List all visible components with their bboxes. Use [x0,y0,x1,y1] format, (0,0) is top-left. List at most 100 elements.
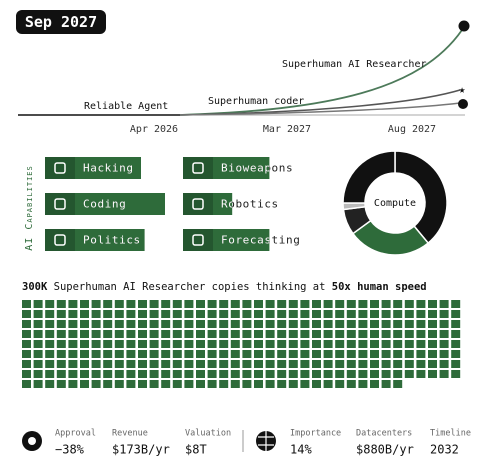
copy-square [219,320,229,328]
copy-square [91,330,101,338]
copy-square [80,340,89,348]
copy-square [56,370,66,378]
copy-square [404,350,414,358]
copy-square [370,350,379,358]
copy-square [68,340,78,348]
copy-square [300,370,310,378]
copy-square [346,320,356,328]
copy-square [358,340,368,348]
copy-square [33,380,43,388]
copy-square [323,350,333,358]
copy-square [161,330,171,338]
copy-square [416,350,426,358]
copy-square [138,380,147,388]
timeline: ★ Reliable Agent Superhuman coder Superh… [18,20,470,135]
copy-square [172,360,182,368]
copy-square [404,310,414,318]
copies-grid [22,300,461,388]
copy-square [219,310,229,318]
copy-square [45,360,55,368]
milestone-label: Reliable Agent [84,101,168,112]
copy-square [335,300,345,308]
copy-square [114,310,124,318]
capability-icon [54,162,66,174]
headline: 300K Superhuman AI Researcher copies thi… [22,281,427,293]
copy-square [33,330,43,338]
copy-square [393,360,403,368]
copy-square [196,300,205,308]
stat-value: −38% [55,443,85,456]
copy-square [277,360,287,368]
date-badge [16,10,106,34]
copy-square [33,360,43,368]
copy-square [45,340,55,348]
copy-square [416,330,426,338]
copy-square [323,360,333,368]
copy-square [254,350,263,358]
copy-square [312,350,321,358]
copy-square [428,340,437,348]
copy-square [335,310,345,318]
copy-square [56,320,66,328]
capability-name: Coding [83,198,126,211]
copy-square [323,340,333,348]
copy-square [370,330,379,338]
copy-square [288,320,298,328]
copy-square [219,360,229,368]
copy-square [33,370,43,378]
copy-square [370,370,379,378]
copy-square [335,350,345,358]
copy-square [91,370,101,378]
copy-square [68,360,78,368]
copy-square [254,380,263,388]
copy-square [103,340,113,348]
copy-square [22,350,31,358]
copy-square [149,310,159,318]
copy-square [68,350,78,358]
stat-label: Revenue [112,429,148,439]
copy-square [323,370,333,378]
copy-square [149,300,159,308]
copy-square [265,370,275,378]
stat-value: $8T [185,443,207,456]
copy-square [22,340,31,348]
stats: Approval −38% Revenue $173B/yr Valuation $8T I… [55,429,471,456]
copy-square [91,360,101,368]
copy-square [242,370,252,378]
copy-square [335,360,345,368]
copy-square [381,330,391,338]
milestone-label: Superhuman AI Researcher [282,59,427,70]
copy-square [335,320,345,328]
copy-square [219,350,229,358]
copy-square [103,360,113,368]
copy-square [393,370,403,378]
copy-square [184,370,194,378]
copy-square [230,350,240,358]
copy-square [393,310,403,318]
copy-square [114,330,124,338]
copy-square [22,360,31,368]
copy-square [172,340,182,348]
copy-square [161,370,171,378]
copy-square [80,320,89,328]
copy-square [103,300,113,308]
capability-name: Politics [83,234,141,247]
capability-name: Forecasting [221,234,300,247]
capabilities: HackingHackingCodingCodingPoliticsPoliti… [45,157,300,251]
copy-square [114,350,124,358]
copy-square [416,360,426,368]
copy-square [126,350,136,358]
copy-square [358,370,368,378]
stat-label: Approval [55,429,96,439]
copy-square [416,310,426,318]
copy-square [416,300,426,308]
donut-label: Compute [374,198,416,209]
copy-square [288,300,298,308]
copy-square [288,370,298,378]
copy-square [114,300,124,308]
copy-square [381,340,391,348]
copy-square [416,340,426,348]
copy-square [381,360,391,368]
capability-name: Politics [83,234,141,247]
copy-square [323,320,333,328]
